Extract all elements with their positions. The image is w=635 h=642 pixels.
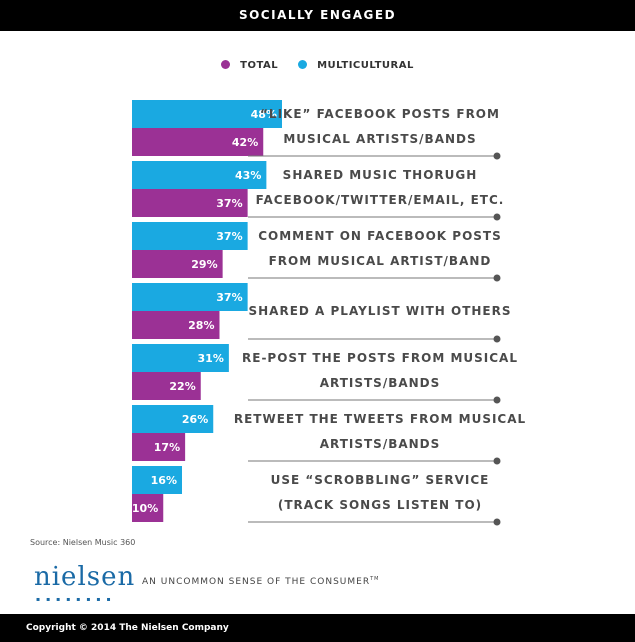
logo-dots: ▪▪▪▪▪▪▪▪ bbox=[36, 596, 117, 603]
bar-multicultural-5 bbox=[132, 405, 214, 433]
bar-total-0 bbox=[132, 128, 264, 156]
legend-item-total: TOTAL bbox=[221, 60, 278, 71]
legend: TOTAL MULTICULTURAL bbox=[0, 60, 635, 72]
bar-label-total-0: 42% bbox=[232, 136, 258, 149]
bar-label-multicultural-4: 31% bbox=[198, 352, 224, 365]
tagline: AN UNCOMMON SENSE OF THE CONSUMERTM bbox=[142, 576, 379, 587]
bar-label-total-6: 10% bbox=[132, 502, 158, 515]
connector-dot-5 bbox=[493, 457, 501, 465]
bar-multicultural-6 bbox=[132, 466, 182, 494]
trademark-mark: TM bbox=[370, 576, 380, 582]
category-label-1-0: SHARED MUSIC THORUGH bbox=[283, 168, 478, 182]
bar-label-multicultural-1: 43% bbox=[235, 169, 261, 182]
nielsen-logo: nielsen bbox=[34, 562, 136, 592]
connector-dot-3 bbox=[493, 335, 501, 343]
bar-total-3 bbox=[132, 311, 220, 339]
bar-label-total-1: 37% bbox=[216, 197, 242, 210]
bar-label-multicultural-5: 26% bbox=[182, 413, 208, 426]
source-note: Source: Nielsen Music 360 bbox=[30, 538, 136, 547]
bar-label-multicultural-6: 16% bbox=[151, 474, 177, 487]
bar-total-1 bbox=[132, 189, 248, 217]
category-label-2-0: COMMENT ON FACEBOOK POSTS bbox=[258, 229, 502, 243]
bar-total-2 bbox=[132, 250, 223, 278]
bar-label-total-4: 22% bbox=[169, 380, 195, 393]
bar-multicultural-0 bbox=[132, 100, 282, 128]
category-label-4-0: RE-POST THE POSTS FROM MUSICAL bbox=[242, 351, 518, 365]
category-label-6-0: USE “SCROBBLING” SERVICE bbox=[271, 473, 490, 487]
bar-total-4 bbox=[132, 372, 201, 400]
bar-label-multicultural-0: 48% bbox=[251, 108, 277, 121]
connector-dot-6 bbox=[493, 518, 501, 526]
connector-dot-0 bbox=[493, 152, 501, 160]
bar-total-6 bbox=[132, 494, 164, 522]
copyright-footer: Copyright © 2014 The Nielsen Company bbox=[0, 614, 635, 642]
category-label-2-1: FROM MUSICAL ARTIST/BAND bbox=[269, 254, 492, 268]
category-label-0-0: “LIKE” FACEBOOK POSTS FROM bbox=[260, 107, 500, 121]
category-label-3-0: SHARED A PLAYLIST WITH OTHERS bbox=[248, 304, 511, 318]
bar-multicultural-1 bbox=[132, 161, 267, 189]
bar-label-total-3: 28% bbox=[188, 319, 214, 332]
legend-item-multicultural: MULTICULTURAL bbox=[298, 60, 414, 71]
legend-swatch-multicultural bbox=[298, 60, 308, 69]
category-label-5-0: RETWEET THE TWEETS FROM MUSICAL bbox=[234, 412, 526, 426]
tagline-text: AN UNCOMMON SENSE OF THE CONSUMER bbox=[142, 577, 371, 587]
bar-multicultural-2 bbox=[132, 222, 248, 250]
category-label-5-1: ARTISTS/BANDS bbox=[320, 437, 441, 451]
legend-swatch-total bbox=[221, 60, 231, 69]
category-label-1-1: FACEBOOK/TWITTER/EMAIL, ETC. bbox=[256, 193, 505, 207]
bar-chart: 48% 42% “LIKE” FACEBOOK POSTS FROM MUSICAL … bbox=[132, 100, 526, 526]
category-label-0-1: MUSICAL ARTISTS/BANDS bbox=[283, 132, 476, 146]
category-label-6-1: (TRACK SONGS LISTEN TO) bbox=[278, 498, 482, 512]
category-label-4-1: ARTISTS/BANDS bbox=[320, 376, 441, 390]
legend-label-total: TOTAL bbox=[240, 60, 279, 71]
bar-multicultural-3 bbox=[132, 283, 248, 311]
bar-label-total-2: 29% bbox=[191, 258, 217, 271]
bar-label-total-5: 17% bbox=[154, 441, 180, 454]
connector-dot-4 bbox=[493, 396, 501, 404]
bar-multicultural-4 bbox=[132, 344, 229, 372]
bar-label-multicultural-2: 37% bbox=[216, 230, 242, 243]
bar-total-5 bbox=[132, 433, 186, 461]
connector-dot-2 bbox=[493, 274, 501, 282]
chart-title: SOCIALLY ENGAGED bbox=[0, 0, 635, 31]
legend-label-multicultural: MULTICULTURAL bbox=[317, 60, 414, 71]
connector-dot-1 bbox=[493, 213, 501, 221]
bar-label-multicultural-3: 37% bbox=[216, 291, 242, 304]
